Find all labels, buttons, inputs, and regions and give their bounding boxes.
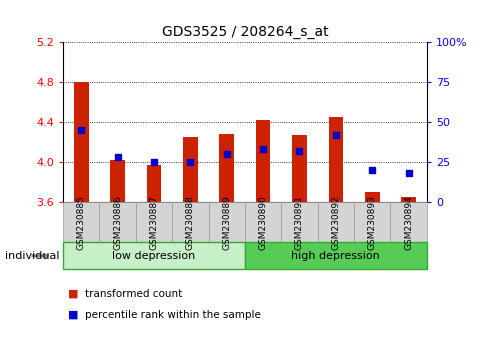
Text: ■: ■ — [68, 289, 78, 299]
Text: high depression: high depression — [291, 251, 379, 261]
Bar — [110, 160, 125, 202]
Text: GSM230891: GSM230891 — [294, 195, 303, 250]
Bar — [364, 192, 378, 202]
Text: transformed count: transformed count — [85, 289, 182, 299]
Text: GSM230890: GSM230890 — [258, 195, 267, 250]
Text: GSM230893: GSM230893 — [367, 195, 376, 250]
Text: GSM230894: GSM230894 — [403, 195, 412, 250]
Bar — [291, 135, 306, 202]
Bar — [146, 165, 161, 202]
Bar — [328, 117, 342, 202]
Bar — [256, 120, 270, 202]
Text: low depression: low depression — [112, 251, 195, 261]
Text: GSM230889: GSM230889 — [222, 195, 231, 250]
Text: GSM230887: GSM230887 — [149, 195, 158, 250]
Bar — [74, 82, 89, 202]
Text: GSM230888: GSM230888 — [185, 195, 195, 250]
Text: ■: ■ — [68, 310, 78, 320]
Bar — [219, 134, 233, 202]
Text: GSM230885: GSM230885 — [76, 195, 86, 250]
Text: GSM230886: GSM230886 — [113, 195, 122, 250]
Bar — [401, 197, 415, 202]
Bar — [182, 137, 197, 202]
Text: GSM230892: GSM230892 — [331, 195, 340, 250]
Text: percentile rank within the sample: percentile rank within the sample — [85, 310, 260, 320]
Title: GDS3525 / 208264_s_at: GDS3525 / 208264_s_at — [161, 25, 328, 39]
Text: individual: individual — [5, 251, 59, 261]
